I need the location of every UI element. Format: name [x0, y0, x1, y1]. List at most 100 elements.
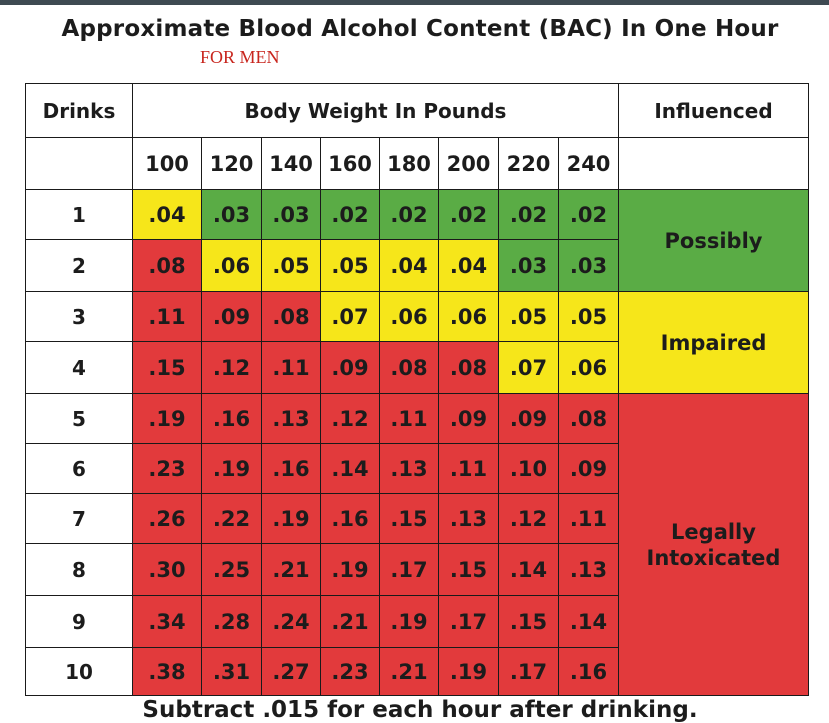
bac-value-cell: .26: [132, 493, 202, 544]
chart-footer-note: Subtract .015 for each hour after drinki…: [142, 697, 698, 723]
header-influenced-blank: [618, 137, 809, 190]
bac-value-cell: .16: [261, 443, 321, 494]
bac-value-cell: .14: [498, 543, 559, 596]
bac-value-cell: .38: [132, 647, 202, 696]
bac-value-cell: .07: [498, 341, 559, 394]
bac-value-cell: .11: [558, 493, 619, 544]
bac-value-cell: .09: [498, 393, 559, 444]
weight-header: 100: [132, 137, 202, 190]
weight-header: 220: [498, 137, 559, 190]
bac-value-cell: .11: [261, 341, 321, 394]
bac-value-cell: .05: [558, 291, 619, 342]
drinks-count: 6: [25, 443, 133, 494]
bac-value-cell: .19: [261, 493, 321, 544]
bac-value-cell: .03: [558, 239, 619, 292]
bac-value-cell: .19: [320, 543, 380, 596]
drinks-count: 1: [25, 189, 133, 240]
bac-value-cell: .17: [438, 595, 499, 648]
bac-value-cell: .34: [132, 595, 202, 648]
bac-value-cell: .02: [558, 189, 619, 240]
bac-value-cell: .08: [438, 341, 499, 394]
bac-value-cell: .28: [201, 595, 262, 648]
bac-value-cell: .31: [201, 647, 262, 696]
bac-value-cell: .06: [438, 291, 499, 342]
header-body-weight: Body Weight In Pounds: [132, 83, 619, 138]
bac-value-cell: .06: [558, 341, 619, 394]
bac-value-cell: .14: [320, 443, 380, 494]
bac-value-cell: .24: [261, 595, 321, 648]
bac-value-cell: .12: [320, 393, 380, 444]
bac-value-cell: .10: [498, 443, 559, 494]
bac-value-cell: .08: [558, 393, 619, 444]
chart-subtitle: FOR MEN: [200, 47, 280, 67]
bac-value-cell: .21: [261, 543, 321, 596]
bac-value-cell: .09: [320, 341, 380, 394]
bac-value-cell: .11: [438, 443, 499, 494]
bac-value-cell: .23: [320, 647, 380, 696]
bac-value-cell: .15: [438, 543, 499, 596]
drinks-count: 10: [25, 647, 133, 696]
drinks-count: 7: [25, 493, 133, 544]
weight-header: 120: [201, 137, 262, 190]
bac-value-cell: .02: [438, 189, 499, 240]
bac-value-cell: .13: [438, 493, 499, 544]
bac-value-cell: .04: [438, 239, 499, 292]
bac-value-cell: .07: [320, 291, 380, 342]
drinks-count: 5: [25, 393, 133, 444]
bac-value-cell: .09: [558, 443, 619, 494]
bac-value-cell: .03: [498, 239, 559, 292]
bac-value-cell: .04: [379, 239, 439, 292]
bac-value-cell: .23: [132, 443, 202, 494]
chart-title: Approximate Blood Alcohol Content (BAC) …: [61, 16, 779, 42]
bac-value-cell: .05: [320, 239, 380, 292]
bac-value-cell: .19: [132, 393, 202, 444]
bac-value-cell: .22: [201, 493, 262, 544]
bac-value-cell: .03: [261, 189, 321, 240]
influence-zone-text: Possibly: [664, 228, 763, 253]
bac-value-cell: .12: [498, 493, 559, 544]
bac-value-cell: .19: [438, 647, 499, 696]
header-influenced: Influenced: [618, 83, 809, 138]
bac-value-cell: .13: [558, 543, 619, 596]
influence-zone-label: Impaired: [618, 291, 809, 394]
influence-zone-label: Legally Intoxicated: [618, 393, 809, 696]
bac-value-cell: .13: [379, 443, 439, 494]
bac-value-cell: .05: [498, 291, 559, 342]
bac-value-cell: .02: [498, 189, 559, 240]
influence-zone-label: Possibly: [618, 189, 809, 292]
bac-value-cell: .06: [201, 239, 262, 292]
bac-value-cell: .19: [379, 595, 439, 648]
drinks-count: 2: [25, 239, 133, 292]
bac-value-cell: .15: [132, 341, 202, 394]
top-bar: [0, 0, 829, 5]
bac-value-cell: .16: [320, 493, 380, 544]
bac-value-cell: .25: [201, 543, 262, 596]
weight-header: 160: [320, 137, 380, 190]
bac-value-cell: .09: [201, 291, 262, 342]
bac-value-cell: .05: [261, 239, 321, 292]
header-drinks-blank: [25, 137, 133, 190]
bac-value-cell: .13: [261, 393, 321, 444]
header-drinks: Drinks: [25, 83, 133, 138]
bac-value-cell: .17: [498, 647, 559, 696]
bac-value-cell: .08: [261, 291, 321, 342]
bac-value-cell: .09: [438, 393, 499, 444]
bac-value-cell: .08: [132, 239, 202, 292]
bac-value-cell: .14: [558, 595, 619, 648]
bac-value-cell: .16: [201, 393, 262, 444]
bac-value-cell: .16: [558, 647, 619, 696]
drinks-count: 3: [25, 291, 133, 342]
weight-header: 140: [261, 137, 321, 190]
weight-header: 180: [379, 137, 439, 190]
drinks-count: 4: [25, 341, 133, 394]
bac-value-cell: .04: [132, 189, 202, 240]
bac-value-cell: .02: [320, 189, 380, 240]
weight-header: 200: [438, 137, 499, 190]
bac-value-cell: .19: [201, 443, 262, 494]
bac-value-cell: .02: [379, 189, 439, 240]
drinks-count: 9: [25, 595, 133, 648]
bac-value-cell: .17: [379, 543, 439, 596]
bac-value-cell: .08: [379, 341, 439, 394]
influence-zone-text: Impaired: [660, 330, 767, 355]
